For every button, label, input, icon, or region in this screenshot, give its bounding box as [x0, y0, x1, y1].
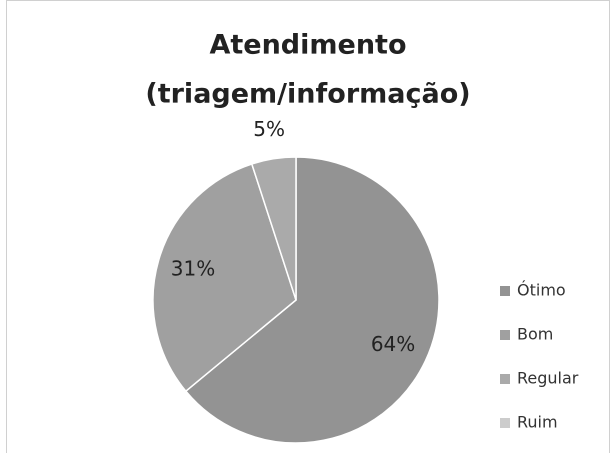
chart-title: Atendimento — [209, 30, 406, 61]
pie-slice — [184, 156, 440, 444]
legend-swatch — [500, 418, 510, 428]
legend-swatch — [500, 330, 510, 340]
data-label: 64% — [371, 332, 415, 356]
legend-swatch — [500, 286, 510, 296]
legend-label: Bom — [517, 325, 553, 344]
legend-label: Regular — [517, 369, 579, 388]
data-label: 5% — [253, 117, 285, 141]
chart-title: (triagem/informação) — [145, 79, 470, 110]
pie-slice — [250, 156, 297, 301]
pie-slice — [152, 163, 297, 393]
legend-swatch — [500, 374, 510, 384]
legend-label: Ótimo — [517, 281, 566, 300]
data-label: 31% — [171, 257, 215, 281]
legend-label: Ruim — [517, 413, 558, 432]
